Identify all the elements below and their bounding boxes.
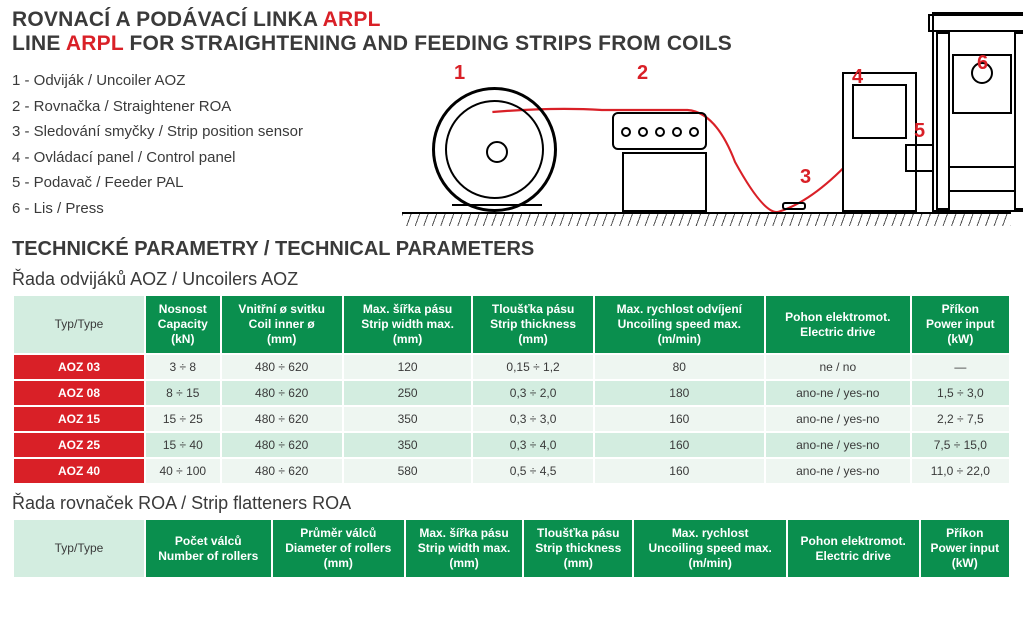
- value-cell: 160: [595, 433, 764, 457]
- legend-item: 2 - Rovnačka / Straightener ROA: [12, 94, 382, 120]
- value-cell: 480 ÷ 620: [222, 381, 342, 405]
- value-cell: 7,5 ÷ 15,0: [912, 433, 1009, 457]
- value-cell: 11,0 ÷ 22,0: [912, 459, 1009, 483]
- value-cell: 0,3 ÷ 3,0: [473, 407, 592, 431]
- value-cell: 480 ÷ 620: [222, 407, 342, 431]
- col-header: Max. šířka pásuStrip width max.(mm): [406, 520, 522, 577]
- diagram: 123456: [402, 62, 1011, 232]
- col-header: Pohon elektromot.Electric drive: [788, 520, 919, 577]
- value-cell: 15 ÷ 40: [146, 433, 220, 457]
- value-cell: 0,3 ÷ 2,0: [473, 381, 592, 405]
- section-header: TECHNICKÉ PARAMETRY / TECHNICAL PARAMETE…: [12, 238, 1011, 261]
- value-cell: ano-ne / yes-no: [766, 459, 910, 483]
- title-line-2: LINE ARPL FOR STRAIGHTENING AND FEEDING …: [12, 32, 1011, 56]
- value-cell: —: [912, 355, 1009, 379]
- model-cell: AOZ 03: [14, 355, 144, 379]
- value-cell: 0,5 ÷ 4,5: [473, 459, 592, 483]
- title1-pre: ROVNACÍ A PODÁVACÍ LINKA: [12, 8, 323, 31]
- value-cell: 40 ÷ 100: [146, 459, 220, 483]
- legend-item: 4 - Ovládací panel / Control panel: [12, 145, 382, 171]
- table1-title: Řada odvijáků AOZ / Uncoilers AOZ: [12, 269, 1011, 290]
- title1-red: ARPL: [323, 8, 381, 31]
- callout-number: 3: [800, 166, 811, 189]
- title-block: ROVNACÍ A PODÁVACÍ LINKA ARPL LINE ARPL …: [12, 8, 1011, 56]
- floor-hatch: [402, 214, 1011, 226]
- col-header: PříkonPower input(kW): [921, 520, 1009, 577]
- legend-item: 1 - Odviják / Uncoiler AOZ: [12, 68, 382, 94]
- value-cell: ano-ne / yes-no: [766, 407, 910, 431]
- col-header: Tloušťka pásuStrip thickness(mm): [473, 296, 592, 353]
- control-panel-icon: [842, 72, 917, 212]
- col-header: Průměr válcůDiameter of rollers(mm): [273, 520, 404, 577]
- model-cell: AOZ 15: [14, 407, 144, 431]
- value-cell: ano-ne / yes-no: [766, 381, 910, 405]
- value-cell: 80: [595, 355, 764, 379]
- callout-number: 2: [637, 62, 648, 85]
- value-cell: 3 ÷ 8: [146, 355, 220, 379]
- model-cell: AOZ 08: [14, 381, 144, 405]
- value-cell: 0,3 ÷ 4,0: [473, 433, 592, 457]
- table-row: AOZ 1515 ÷ 25480 ÷ 6203500,3 ÷ 3,0160ano…: [14, 407, 1009, 431]
- value-cell: 250: [344, 381, 472, 405]
- table-row: AOZ 033 ÷ 8480 ÷ 6201200,15 ÷ 1,280ne / …: [14, 355, 1009, 379]
- col-header: Počet válcůNumber of rollers: [146, 520, 271, 577]
- title2-pre: LINE: [12, 32, 66, 55]
- col-header: Max. šířka pásuStrip width max.(mm): [344, 296, 472, 353]
- table2-title: Řada rovnaček ROA / Strip flatteners ROA: [12, 493, 1011, 514]
- value-cell: 160: [595, 459, 764, 483]
- straightener-icon: [612, 104, 717, 212]
- type-header: Typ/Type: [14, 296, 144, 353]
- value-cell: 480 ÷ 620: [222, 355, 342, 379]
- value-cell: 350: [344, 407, 472, 431]
- type-header: Typ/Type: [14, 520, 144, 577]
- value-cell: 0,15 ÷ 1,2: [473, 355, 592, 379]
- title2-post: FOR STRAIGHTENING AND FEEDING STRIPS FRO…: [123, 32, 732, 55]
- table-body: AOZ 033 ÷ 8480 ÷ 6201200,15 ÷ 1,280ne / …: [14, 355, 1009, 483]
- feeder-icon: [905, 144, 935, 172]
- table-head: Typ/Type Počet válcůNumber of rollersPrů…: [14, 520, 1009, 577]
- value-cell: 160: [595, 407, 764, 431]
- col-header: Pohon elektromot.Electric drive: [766, 296, 910, 353]
- col-header: Max. rychlostUncoiling speed max.(m/min): [634, 520, 785, 577]
- value-cell: ne / no: [766, 355, 910, 379]
- sensor-icon: [782, 202, 806, 210]
- callout-number: 6: [977, 52, 988, 75]
- value-cell: 15 ÷ 25: [146, 407, 220, 431]
- value-cell: 580: [344, 459, 472, 483]
- value-cell: 180: [595, 381, 764, 405]
- value-cell: 480 ÷ 620: [222, 459, 342, 483]
- title2-red: ARPL: [66, 32, 124, 55]
- uncoiler-icon: [432, 87, 562, 212]
- table-row: AOZ 2515 ÷ 40480 ÷ 6203500,3 ÷ 4,0160ano…: [14, 433, 1009, 457]
- col-header: NosnostCapacity(kN): [146, 296, 220, 353]
- model-cell: AOZ 25: [14, 433, 144, 457]
- col-header: Vnitřní ø svitkuCoil inner ø(mm): [222, 296, 342, 353]
- value-cell: 2,2 ÷ 7,5: [912, 407, 1009, 431]
- top-row: 1 - Odviják / Uncoiler AOZ 2 - Rovnačka …: [12, 62, 1011, 232]
- legend: 1 - Odviják / Uncoiler AOZ 2 - Rovnačka …: [12, 62, 382, 232]
- table-head: Typ/Type NosnostCapacity(kN)Vnitřní ø sv…: [14, 296, 1009, 353]
- col-header: PříkonPower input(kW): [912, 296, 1009, 353]
- table-row: AOZ 088 ÷ 15480 ÷ 6202500,3 ÷ 2,0180ano-…: [14, 381, 1009, 405]
- legend-item: 6 - Lis / Press: [12, 196, 382, 222]
- callout-number: 5: [914, 120, 925, 143]
- table-row: AOZ 4040 ÷ 100480 ÷ 6205800,5 ÷ 4,5160an…: [14, 459, 1009, 483]
- value-cell: 480 ÷ 620: [222, 433, 342, 457]
- model-cell: AOZ 40: [14, 459, 144, 483]
- callout-number: 4: [852, 66, 863, 89]
- value-cell: 350: [344, 433, 472, 457]
- value-cell: 1,5 ÷ 3,0: [912, 381, 1009, 405]
- value-cell: 120: [344, 355, 472, 379]
- press-icon: [932, 12, 1023, 212]
- legend-item: 3 - Sledování smyčky / Strip position se…: [12, 119, 382, 145]
- table-aoz: Typ/Type NosnostCapacity(kN)Vnitřní ø sv…: [12, 294, 1011, 485]
- title-line-1: ROVNACÍ A PODÁVACÍ LINKA ARPL: [12, 8, 1011, 32]
- value-cell: 8 ÷ 15: [146, 381, 220, 405]
- col-header: Max. rychlost odvíjeníUncoiling speed ma…: [595, 296, 764, 353]
- value-cell: ano-ne / yes-no: [766, 433, 910, 457]
- table-roa: Typ/Type Počet válcůNumber of rollersPrů…: [12, 518, 1011, 579]
- callout-number: 1: [454, 62, 465, 85]
- legend-item: 5 - Podavač / Feeder PAL: [12, 170, 382, 196]
- col-header: Tloušťka pásuStrip thickness(mm): [524, 520, 632, 577]
